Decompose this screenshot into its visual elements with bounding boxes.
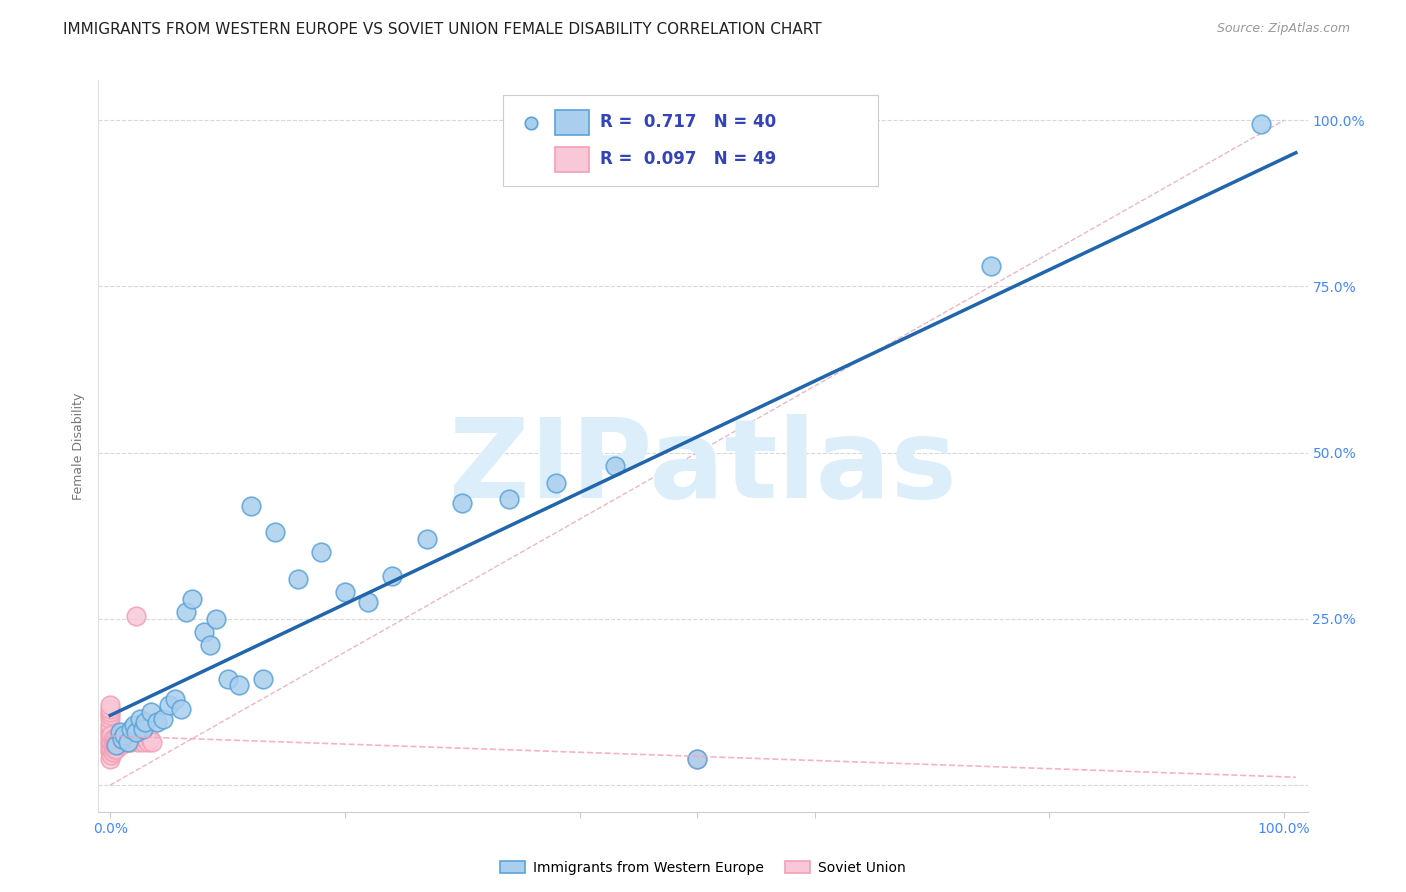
Point bbox=[100, 741, 122, 756]
Point bbox=[118, 731, 141, 746]
Point bbox=[152, 712, 174, 726]
Point bbox=[217, 672, 239, 686]
Point bbox=[112, 731, 135, 746]
Point bbox=[120, 722, 142, 736]
Point bbox=[101, 731, 124, 746]
Point bbox=[98, 751, 121, 765]
Point bbox=[603, 458, 626, 473]
Point bbox=[108, 725, 131, 739]
Text: Source: ZipAtlas.com: Source: ZipAtlas.com bbox=[1216, 22, 1350, 36]
Text: R =  0.717   N = 40: R = 0.717 N = 40 bbox=[600, 113, 776, 131]
Point bbox=[132, 722, 155, 736]
Point bbox=[98, 722, 121, 736]
Point bbox=[120, 735, 142, 749]
Point bbox=[110, 738, 132, 752]
Point bbox=[105, 738, 128, 752]
Point bbox=[112, 735, 135, 749]
Point bbox=[101, 745, 124, 759]
Point bbox=[111, 735, 134, 749]
Point bbox=[686, 751, 709, 765]
Point bbox=[98, 701, 121, 715]
Point bbox=[100, 728, 122, 742]
Point bbox=[198, 639, 221, 653]
Point bbox=[107, 735, 129, 749]
Point bbox=[228, 678, 250, 692]
Point bbox=[100, 748, 122, 763]
Point bbox=[333, 585, 356, 599]
Point bbox=[103, 735, 125, 749]
Point bbox=[129, 731, 152, 746]
Point bbox=[980, 260, 1002, 274]
Point bbox=[105, 735, 128, 749]
Point bbox=[103, 741, 125, 756]
Point bbox=[1250, 116, 1272, 130]
Text: R =  0.097   N = 49: R = 0.097 N = 49 bbox=[600, 150, 776, 169]
Point bbox=[136, 735, 159, 749]
Point bbox=[127, 735, 149, 749]
Point bbox=[498, 492, 520, 507]
Point bbox=[98, 725, 121, 739]
Point bbox=[686, 751, 709, 765]
Point bbox=[125, 608, 148, 623]
Point bbox=[105, 741, 128, 756]
Point bbox=[122, 718, 145, 732]
Point bbox=[100, 735, 122, 749]
Point bbox=[134, 731, 156, 746]
Point bbox=[416, 532, 439, 546]
Point bbox=[104, 738, 127, 752]
Point bbox=[204, 612, 226, 626]
Point bbox=[169, 701, 191, 715]
Point bbox=[98, 705, 121, 719]
Point bbox=[101, 738, 124, 752]
Point bbox=[98, 718, 121, 732]
Point bbox=[128, 712, 150, 726]
Point bbox=[141, 735, 163, 749]
Point bbox=[114, 731, 136, 746]
Point bbox=[104, 731, 127, 746]
FancyBboxPatch shape bbox=[555, 111, 589, 135]
Point bbox=[98, 741, 121, 756]
FancyBboxPatch shape bbox=[503, 95, 879, 186]
Point bbox=[98, 738, 121, 752]
Point bbox=[108, 731, 131, 746]
Point bbox=[117, 735, 139, 749]
Point bbox=[287, 572, 309, 586]
Point bbox=[181, 591, 204, 606]
Legend: Immigrants from Western Europe, Soviet Union: Immigrants from Western Europe, Soviet U… bbox=[495, 855, 911, 880]
Point bbox=[117, 735, 139, 749]
Point bbox=[546, 475, 568, 490]
Point bbox=[357, 595, 380, 609]
Point bbox=[146, 714, 169, 729]
FancyBboxPatch shape bbox=[555, 147, 589, 171]
Point bbox=[105, 738, 128, 752]
Point bbox=[122, 731, 145, 746]
Text: IMMIGRANTS FROM WESTERN EUROPE VS SOVIET UNION FEMALE DISABILITY CORRELATION CHA: IMMIGRANTS FROM WESTERN EUROPE VS SOVIET… bbox=[63, 22, 823, 37]
Point bbox=[311, 545, 333, 559]
Point bbox=[98, 712, 121, 726]
Point bbox=[132, 735, 155, 749]
Point bbox=[98, 745, 121, 759]
Point bbox=[141, 705, 163, 719]
Point bbox=[163, 691, 186, 706]
Text: ZIPatlas: ZIPatlas bbox=[449, 415, 957, 522]
Point bbox=[98, 698, 121, 713]
Point bbox=[98, 708, 121, 723]
Point bbox=[112, 728, 135, 742]
Y-axis label: Female Disability: Female Disability bbox=[72, 392, 86, 500]
Point bbox=[451, 495, 474, 509]
Point bbox=[125, 725, 148, 739]
Point bbox=[98, 728, 121, 742]
Point bbox=[157, 698, 180, 713]
Point bbox=[240, 499, 263, 513]
Point bbox=[98, 731, 121, 746]
Point bbox=[111, 731, 134, 746]
Point bbox=[139, 731, 162, 746]
Point bbox=[263, 525, 285, 540]
Point bbox=[134, 714, 156, 729]
Point bbox=[381, 568, 404, 582]
Point bbox=[98, 735, 121, 749]
Point bbox=[252, 672, 274, 686]
Point bbox=[193, 625, 215, 640]
Point bbox=[176, 605, 198, 619]
